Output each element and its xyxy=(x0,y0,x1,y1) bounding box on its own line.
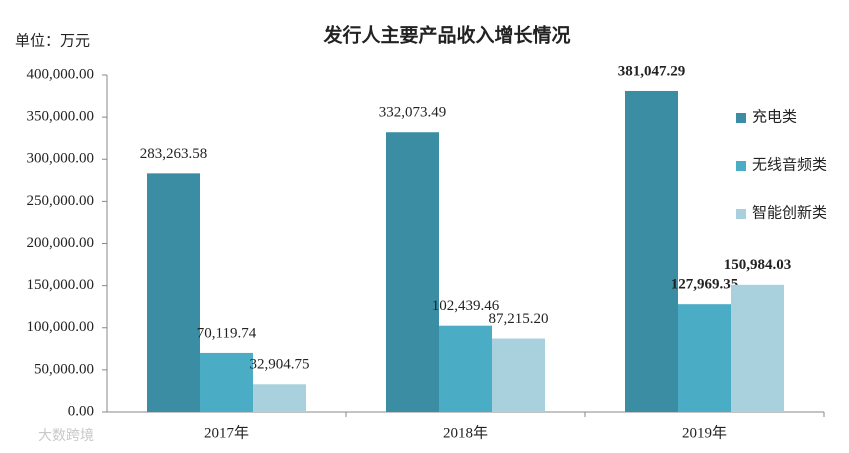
legend-swatch xyxy=(736,161,746,171)
y-tick-label: 350,000.00 xyxy=(27,109,95,125)
data-label: 150,984.03 xyxy=(724,257,792,273)
y-tick-label: 100,000.00 xyxy=(27,319,95,335)
legend-label: 无线音频类 xyxy=(752,156,827,173)
watermark: 大数跨境 xyxy=(38,428,94,444)
y-tick-label: 200,000.00 xyxy=(27,235,95,251)
data-label: 332,073.49 xyxy=(379,105,447,121)
x-tick-label: 2017年 xyxy=(204,424,249,441)
chart-title: 发行人主要产品收入增长情况 xyxy=(322,23,570,46)
bar xyxy=(625,90,678,413)
bar xyxy=(731,284,784,412)
y-tick-label: 300,000.00 xyxy=(27,151,95,167)
bar xyxy=(439,325,492,412)
y-tick-label: 0.00 xyxy=(68,403,94,419)
data-label: 283,263.58 xyxy=(140,146,208,162)
unit-label: 单位：万元 xyxy=(15,32,90,49)
data-label: 381,047.29 xyxy=(618,63,686,79)
legend-label: 智能创新类 xyxy=(752,203,827,221)
data-label: 87,215.20 xyxy=(489,311,549,327)
data-label: 127,969.35 xyxy=(671,277,739,293)
bar xyxy=(253,384,306,412)
y-tick-label: 150,000.00 xyxy=(27,277,95,293)
data-label: 102,439.46 xyxy=(432,298,500,314)
x-tick-label: 2018年 xyxy=(443,424,488,441)
bar xyxy=(492,338,545,412)
bar xyxy=(147,173,200,412)
data-label: 70,119.74 xyxy=(197,325,257,341)
bar xyxy=(386,132,439,412)
bar xyxy=(678,304,731,412)
y-tick-label: 400,000.00 xyxy=(27,66,95,82)
y-tick-label: 250,000.00 xyxy=(27,193,95,209)
bar xyxy=(200,352,253,412)
y-tick-label: 50,000.00 xyxy=(34,361,94,377)
legend-label: 充电类 xyxy=(752,108,797,125)
legend-swatch xyxy=(736,113,746,123)
legend-swatch xyxy=(736,209,746,219)
x-tick-label: 2019年 xyxy=(682,424,727,441)
data-label: 32,904.75 xyxy=(250,357,310,373)
